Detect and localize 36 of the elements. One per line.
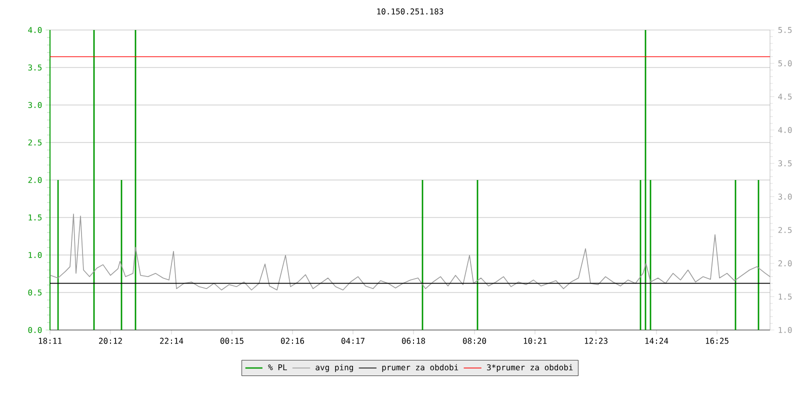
chart-title: 10.150.251.183 bbox=[377, 8, 444, 14]
x-tick-label: 18:11 bbox=[38, 338, 62, 344]
y2-tick-label: 5.5 bbox=[778, 27, 792, 33]
y-tick-label: 3.0 bbox=[28, 102, 42, 108]
legend-label: avg ping bbox=[316, 364, 353, 372]
y-tick-label: 4.0 bbox=[28, 26, 42, 34]
y2-tick-label: 1.0 bbox=[778, 326, 792, 334]
y2-tick-label: 3.5 bbox=[778, 160, 792, 166]
y2-tick-label: 2.5 bbox=[778, 226, 792, 234]
x-tick-label: 06:18 bbox=[402, 338, 426, 344]
y2-tick-label: 4.5 bbox=[778, 94, 792, 100]
x-tick-label: 10:21 bbox=[524, 338, 546, 344]
y-tick-label: 1.0 bbox=[28, 252, 42, 258]
y-tick-label: 3.5 bbox=[28, 64, 42, 71]
x-tick-label: 12:23 bbox=[584, 338, 608, 344]
y-tick-label: 2.5 bbox=[28, 139, 42, 146]
x-tick-label: 20:12 bbox=[99, 338, 122, 344]
y2-tick-label: 5.0 bbox=[778, 60, 792, 66]
x-tick-label: 04:17 bbox=[341, 338, 364, 344]
y2-tick-label: 4.0 bbox=[778, 126, 792, 134]
legend-label: 3*prumer za obdobi bbox=[487, 364, 573, 372]
y-tick-label: 2.0 bbox=[28, 176, 42, 184]
x-tick-label: 16:25 bbox=[706, 338, 728, 344]
y-tick-label: 0.5 bbox=[28, 289, 42, 296]
y-tick-label: 1.5 bbox=[28, 214, 42, 220]
y2-tick-label: 2.0 bbox=[778, 260, 792, 266]
y-tick-label: 0.0 bbox=[28, 326, 42, 334]
y2-tick-label: 3.0 bbox=[778, 194, 792, 200]
y2-tick-label: 1.5 bbox=[778, 294, 792, 300]
x-tick-label: 00:15 bbox=[220, 338, 244, 344]
legend-label: prumer za obdobi bbox=[382, 364, 458, 372]
x-tick-label: 02:16 bbox=[280, 338, 304, 344]
legend-label: % PL bbox=[268, 364, 287, 370]
x-tick-label: 22:14 bbox=[160, 338, 184, 344]
x-tick-label: 14:24 bbox=[645, 338, 668, 344]
x-tick-label: 08:20 bbox=[462, 338, 486, 344]
